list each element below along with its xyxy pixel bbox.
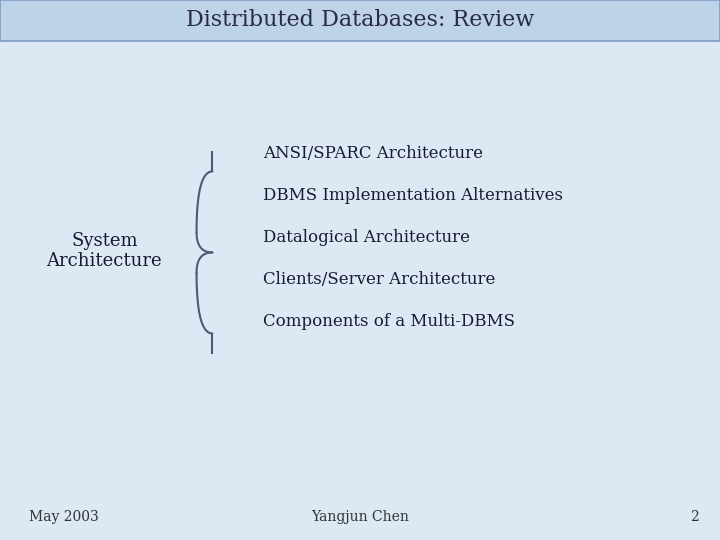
Text: Distributed Databases: Review: Distributed Databases: Review [186,9,534,31]
Text: May 2003: May 2003 [29,510,99,524]
Text: Clients/Server Architecture: Clients/Server Architecture [263,271,495,288]
Text: Components of a Multi-DBMS: Components of a Multi-DBMS [263,313,515,330]
FancyBboxPatch shape [0,0,720,40]
Text: Yangjun Chen: Yangjun Chen [311,510,409,524]
Text: System
Architecture: System Architecture [47,232,162,271]
Text: Datalogical Architecture: Datalogical Architecture [263,229,470,246]
Text: 2: 2 [690,510,698,524]
Text: ANSI/SPARC Architecture: ANSI/SPARC Architecture [263,145,483,163]
Text: DBMS Implementation Alternatives: DBMS Implementation Alternatives [263,187,563,204]
